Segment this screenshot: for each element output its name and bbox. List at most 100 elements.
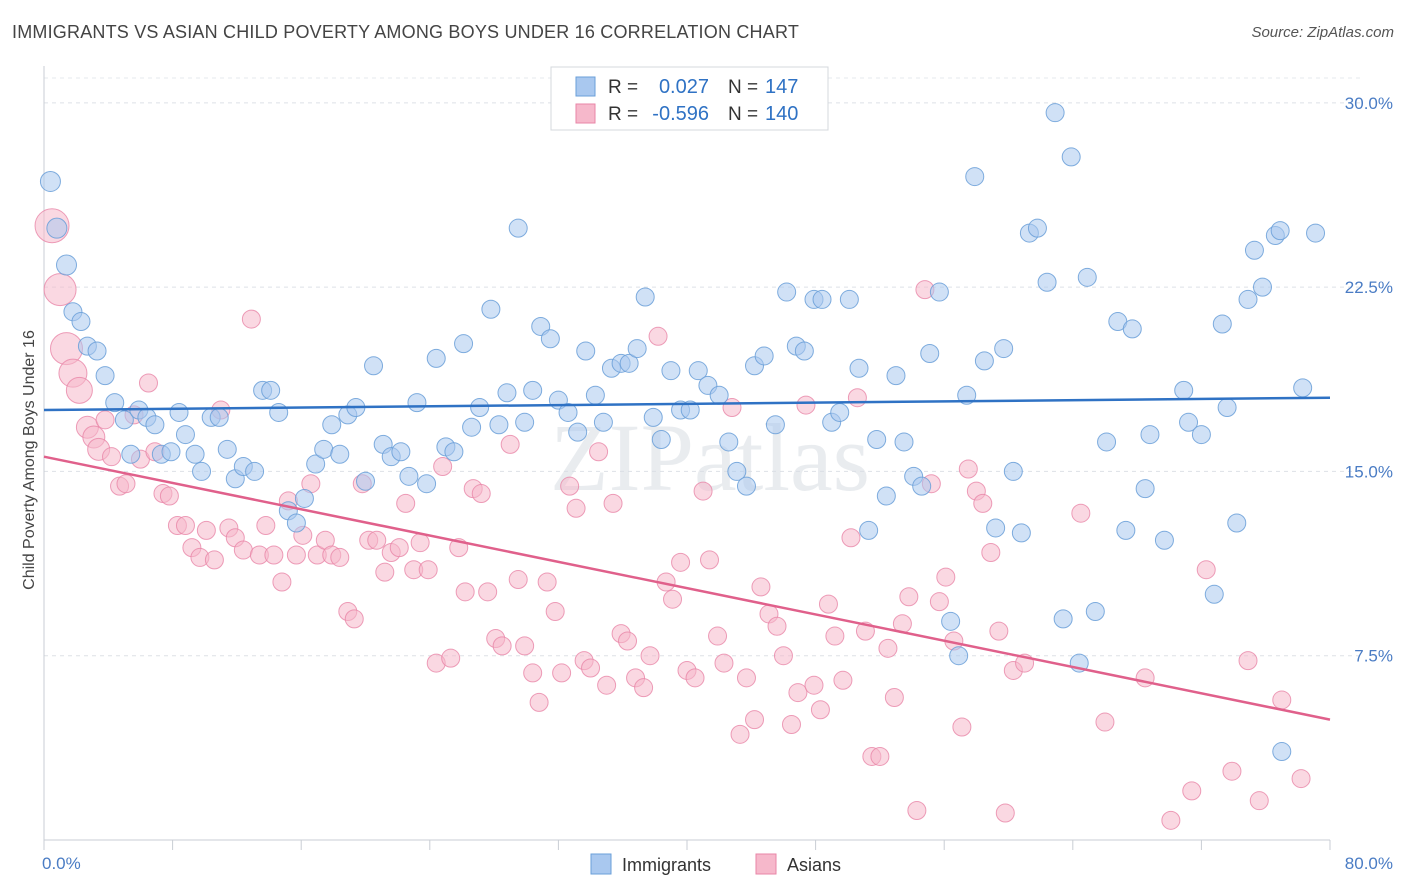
y-tick-labels: 7.5% 15.0% 22.5% 30.0% [1345,94,1393,666]
immigrants-point [680,400,700,420]
asians-point [508,570,528,590]
asians-point [433,457,453,477]
immigrants-point [145,415,165,435]
asians-point [597,675,617,695]
asians-point [537,572,557,592]
x-tick-label: 0.0% [42,854,81,873]
asians-swatch [575,103,596,124]
asians-point [1071,503,1091,523]
chart-title: IMMIGRANTS VS ASIAN CHILD POVERTY AMONG … [12,22,800,42]
immigrants-point [635,287,655,307]
asians-point [618,631,638,651]
immigrants-point [1179,412,1199,432]
immigrants-point [1003,461,1023,481]
asians-point [1222,761,1242,781]
asians-point [455,582,475,602]
asians-point [272,572,292,592]
immigrants-point [1154,530,1174,550]
immigrants-point [886,366,906,386]
immigrants-point [994,339,1014,359]
asians-point [560,476,580,496]
immigrants-point [765,415,785,435]
immigrants-point [1122,319,1142,339]
asians-point [545,601,565,621]
asians-point [810,700,830,720]
y-axis-label: Child Poverty Among Boys Under 16 [21,330,38,590]
immigrants-point [1174,380,1194,400]
immigrants-point [576,341,596,361]
n-label: N = [728,104,758,125]
asians-point [700,550,720,570]
immigrants-point [1053,609,1073,629]
immigrants-point [754,346,774,366]
asians-point [878,638,898,658]
immigrants-point [593,412,613,432]
asians-point [736,668,756,688]
immigrants-point [306,454,326,474]
asians-point [693,481,713,501]
immigrants-point [209,407,229,427]
asians-point [818,594,838,614]
asians-point [989,621,1009,641]
n-value: 140 [765,103,798,125]
immigrants-point [736,476,756,496]
immigrants-point [489,415,509,435]
immigrants-point [294,488,314,508]
immigrants-point [929,282,949,302]
asians-point [552,663,572,683]
asians-point [492,636,512,656]
immigrants-point [46,217,68,239]
immigrants-point [661,361,681,381]
asians-point [1182,781,1202,801]
asians-point [767,616,787,636]
asians-point [233,540,253,560]
immigrants-point [1140,425,1160,445]
immigrants-point [957,385,977,405]
immigrants-point [356,471,375,491]
immigrants-point [71,312,91,332]
asians-point [781,715,801,735]
immigrants-point [585,385,605,405]
asians-point [286,545,306,565]
asians-point [367,530,387,550]
immigrants-point [245,461,265,481]
immigrants-point [1135,479,1155,499]
immigrants-point [426,348,446,368]
immigrants-point [558,402,578,422]
immigrants-point [719,432,739,452]
asians-point [478,582,498,602]
asians-point [1291,769,1311,789]
immigrants-point [794,341,814,361]
immigrants-point [1217,398,1237,418]
immigrants-point [192,461,212,481]
immigrants-point [407,393,427,413]
immigrants-point [1272,742,1292,762]
asians-point [65,376,93,404]
asians-point [204,550,224,570]
asians-point [841,528,861,548]
immigrants-point [105,393,125,413]
immigrants-point [95,366,115,386]
immigrants-point [839,289,859,309]
asians-point [196,520,216,540]
immigrants-point [651,429,671,449]
immigrants-point [876,486,896,506]
asians-point [529,692,549,712]
asians-point [375,562,395,582]
r-label: R = [608,104,638,125]
immigrants-point [1212,314,1232,334]
asians-point [995,803,1015,823]
asians-point [745,710,765,730]
asians-point [256,515,276,535]
asians-point [788,683,808,703]
immigrants-point [627,339,647,359]
asians-point [175,515,195,535]
y-tick-label: 7.5% [1354,647,1393,666]
immigrants-point [1077,267,1097,287]
asians-point [471,484,491,504]
asians-point [730,724,750,744]
asians-point [566,498,586,518]
immigrants-point [261,380,281,400]
immigrants-point [1293,378,1313,398]
